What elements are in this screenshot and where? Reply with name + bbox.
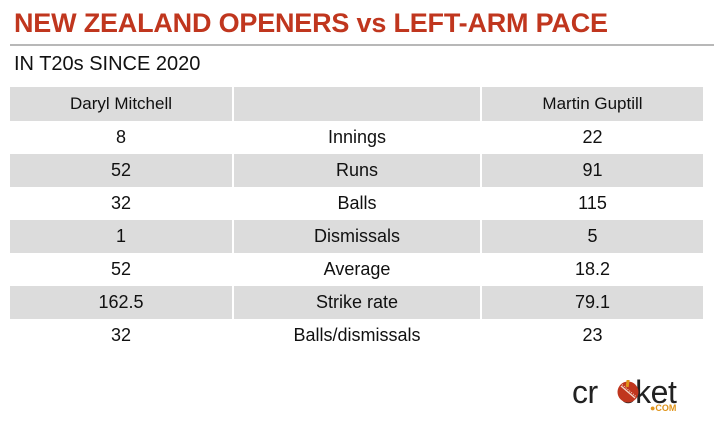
player-2-value: 23 (582, 325, 603, 345)
header-player-2: Martin Guptill (482, 87, 703, 121)
metric-label: Balls/dismissals (293, 325, 421, 345)
stats-table: Daryl Mitchell Martin Guptill 8 Innings … (10, 87, 703, 352)
logo-word-left: cr (572, 374, 598, 410)
table-row: 1 Dismissals 5 (10, 220, 703, 253)
player-1-value: 32 (110, 325, 132, 345)
metric-label: Dismissals (234, 220, 480, 253)
cricket-ball-icon (617, 380, 639, 403)
page-subtitle: IN T20s SINCE 2020 (14, 53, 201, 75)
metric-label: Innings (327, 127, 387, 147)
player-1-value: 8 (115, 127, 126, 147)
table-row: 8 Innings 22 (10, 121, 703, 154)
cricket-com-logo: cr cket ●COM (572, 374, 692, 418)
header-player-1: Daryl Mitchell (10, 87, 232, 121)
metric-label: Runs (234, 154, 480, 187)
metric-label: Strike rate (234, 286, 480, 319)
page-title: NEW ZEALAND OPENERS vs LEFT-ARM PACE (14, 8, 608, 38)
metric-label: Average (323, 259, 391, 279)
player-1-value: 162.5 (10, 286, 232, 319)
table-row: 52 Runs 91 (10, 154, 703, 187)
player-2-value: 115 (578, 193, 607, 213)
player-2-value: 18.2 (574, 259, 611, 279)
player-2-value: 22 (582, 127, 603, 147)
player-1-value: 52 (10, 154, 232, 187)
player-2-value: 79.1 (482, 286, 703, 319)
table-row: 32 Balls 115 (10, 187, 703, 220)
logo-domain: ●COM (650, 403, 677, 413)
player-2-value: 91 (482, 154, 703, 187)
player-1-value: 52 (110, 259, 132, 279)
player-2-value: 5 (482, 220, 703, 253)
player-1-value: 32 (110, 193, 132, 213)
table-row: 52 Average 18.2 (10, 253, 703, 286)
title-divider (10, 44, 714, 46)
table-header-row: Daryl Mitchell Martin Guptill (10, 87, 703, 121)
table-row: 32 Balls/dismissals 23 (10, 319, 703, 352)
player-1-value: 1 (10, 220, 232, 253)
header-metric (234, 87, 480, 121)
metric-label: Balls (337, 193, 377, 213)
table-row: 162.5 Strike rate 79.1 (10, 286, 703, 319)
